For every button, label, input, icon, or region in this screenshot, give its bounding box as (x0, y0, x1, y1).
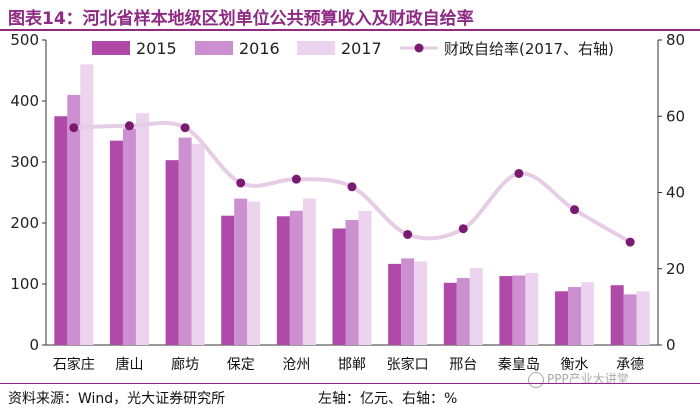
ratio-point-10 (625, 237, 635, 247)
bar-2017-1 (135, 113, 149, 345)
ratio-point-0 (69, 123, 79, 133)
left-axis-tick-label: 400 (10, 92, 39, 110)
watermark: PPP产业大讲堂 (528, 370, 629, 388)
bar-2016-8 (512, 275, 526, 345)
ratio-point-4 (291, 174, 301, 184)
bar-2016-1 (122, 128, 136, 345)
category-label: 廊坊 (171, 356, 199, 373)
left-axis-tick-label: 100 (10, 275, 39, 293)
category-label: 秦皇岛 (498, 357, 540, 373)
bar-2016-5 (345, 219, 359, 345)
ratio-point-5 (347, 182, 357, 192)
legend-swatch-1 (195, 41, 233, 55)
bar-2015-1 (109, 140, 123, 345)
title-divider (0, 29, 700, 31)
bar-2015-6 (388, 263, 402, 345)
bar-2017-7 (469, 268, 483, 345)
category-label: 邯郸 (338, 357, 366, 373)
bar-2015-2 (165, 160, 179, 345)
bar-2016-6 (401, 258, 415, 345)
category-label: 邢台 (449, 357, 477, 373)
legend-label-2: 2017 (341, 39, 382, 58)
bar-2015-9 (555, 291, 569, 345)
legend-label-1: 2016 (239, 39, 280, 58)
right-axis-tick-label: 0 (666, 336, 676, 354)
bar-2016-10 (623, 294, 637, 345)
source-note: 资料来源：Wind，光大证券研究所 (8, 391, 226, 407)
axis-unit-note: 左轴：亿元、右轴：% (318, 391, 458, 407)
bar-2015-5 (332, 228, 346, 345)
bar-2017-5 (358, 210, 372, 345)
left-axis-tick-label: 0 (29, 336, 39, 354)
bar-2017-4 (302, 198, 316, 345)
category-label: 保定 (227, 357, 255, 373)
legend-swatch-2 (297, 41, 335, 55)
left-axis-tick-label: 200 (10, 214, 39, 232)
ratio-point-3 (236, 178, 246, 188)
ratio-point-9 (570, 205, 580, 215)
legend-label-3: 财政自给率(2017、右轴) (444, 40, 614, 58)
bar-2016-7 (456, 277, 470, 345)
ratio-point-6 (403, 229, 413, 239)
category-label: 唐山 (115, 356, 143, 373)
watermark-text: PPP产业大讲堂 (547, 372, 629, 386)
bar-2017-10 (636, 291, 650, 345)
chart-title: 图表14：河北省样本地级区划单位公共预算收入及财政自给率 (8, 9, 474, 29)
bar-2016-9 (568, 287, 582, 345)
bar-2015-4 (276, 216, 290, 345)
left-axis-tick-label: 500 (10, 31, 39, 49)
bar-2017-6 (414, 261, 428, 345)
ratio-point-7 (458, 224, 468, 234)
bar-2015-8 (499, 276, 513, 345)
legend-label-0: 2015 (136, 39, 177, 58)
bar-2017-9 (581, 282, 595, 345)
right-axis-tick-label: 20 (666, 260, 685, 278)
ratio-point-1 (124, 121, 134, 131)
bar-2015-10 (610, 285, 624, 345)
footer-divider (0, 383, 700, 384)
bar-2016-3 (234, 198, 248, 345)
right-axis-tick-label: 80 (666, 31, 685, 49)
ratio-point-2 (180, 123, 190, 133)
legend-swatch-0 (92, 41, 130, 55)
bar-2017-2 (191, 143, 205, 345)
bar-2016-2 (178, 137, 192, 345)
bar-2015-7 (443, 282, 457, 345)
bar-2016-4 (289, 210, 303, 345)
left-axis-tick-label: 300 (10, 153, 39, 171)
category-label: 沧州 (282, 356, 310, 373)
category-label: 衡水 (561, 357, 589, 373)
ratio-point-8 (514, 168, 524, 178)
bar-2015-0 (54, 116, 68, 345)
bar-2017-0 (80, 64, 94, 346)
bar-2015-3 (221, 215, 235, 345)
legend-line-marker (414, 43, 424, 53)
bar-2017-8 (525, 273, 539, 345)
right-axis-tick-label: 40 (666, 184, 685, 202)
category-label: 承德 (616, 357, 644, 373)
category-label: 张家口 (387, 356, 429, 373)
category-label: 石家庄 (53, 356, 95, 373)
bar-2016-0 (67, 94, 81, 346)
wechat-icon (528, 371, 544, 388)
bar-2017-3 (247, 201, 261, 345)
right-axis-tick-label: 60 (666, 107, 685, 125)
